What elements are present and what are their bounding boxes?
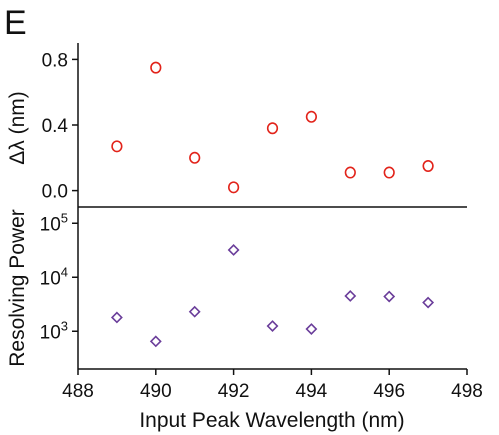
bottom-y-tick-label: 104: [40, 264, 68, 289]
top-data-point: [228, 181, 240, 194]
bottom-data-point: [383, 290, 396, 303]
bottom-y-tick-label: 103: [40, 318, 68, 343]
top-data-point: [383, 166, 395, 179]
bottom-panel: 103 104 105 488 490 492 494 496 498 Resolving P…: [6, 207, 483, 432]
top-data-point: [266, 122, 279, 135]
x-tick-label: 488: [62, 381, 94, 402]
top-y-ticks: 0.0 0.4 0.8: [42, 50, 78, 203]
bottom-data-points: [110, 244, 435, 348]
bottom-y-axis-title: Resolving Power: [6, 209, 29, 367]
top-data-point: [111, 140, 123, 153]
bottom-data-point: [344, 290, 357, 302]
panel-label: E: [4, 4, 27, 42]
x-tick-label: 498: [451, 381, 483, 402]
top-panel: 0.0 0.4 0.8 Δλ (nm): [6, 43, 434, 207]
x-tick-label: 496: [373, 381, 405, 402]
top-data-point: [344, 166, 356, 179]
x-tick-label: 492: [218, 381, 250, 402]
top-data-point: [422, 160, 434, 173]
top-y-tick-label: 0.0: [42, 182, 68, 203]
bottom-data-point: [266, 320, 279, 332]
x-axis-title: Input Peak Wavelength (nm): [139, 409, 404, 432]
top-y-axis-title: Δλ (nm): [6, 91, 29, 165]
bottom-data-point: [422, 296, 435, 309]
top-y-tick-label: 0.4: [42, 116, 69, 137]
bottom-data-point: [188, 305, 201, 318]
top-y-tick-label: 0.8: [42, 50, 68, 71]
bottom-data-point: [149, 335, 162, 348]
bottom-data-point: [227, 244, 240, 256]
top-data-points: [111, 61, 434, 194]
bottom-y-tick-label: 105: [40, 210, 68, 235]
top-data-point: [150, 61, 162, 74]
top-data-point: [189, 151, 201, 164]
bottom-y-ticks: 103 104 105: [40, 210, 78, 343]
bottom-data-point: [305, 323, 318, 335]
bottom-data-point: [110, 311, 123, 324]
x-tick-label: 494: [296, 381, 328, 402]
x-tick-label: 490: [140, 381, 172, 402]
x-ticks: 488 490 492 494 496 498: [62, 369, 483, 402]
top-data-point: [305, 110, 318, 123]
